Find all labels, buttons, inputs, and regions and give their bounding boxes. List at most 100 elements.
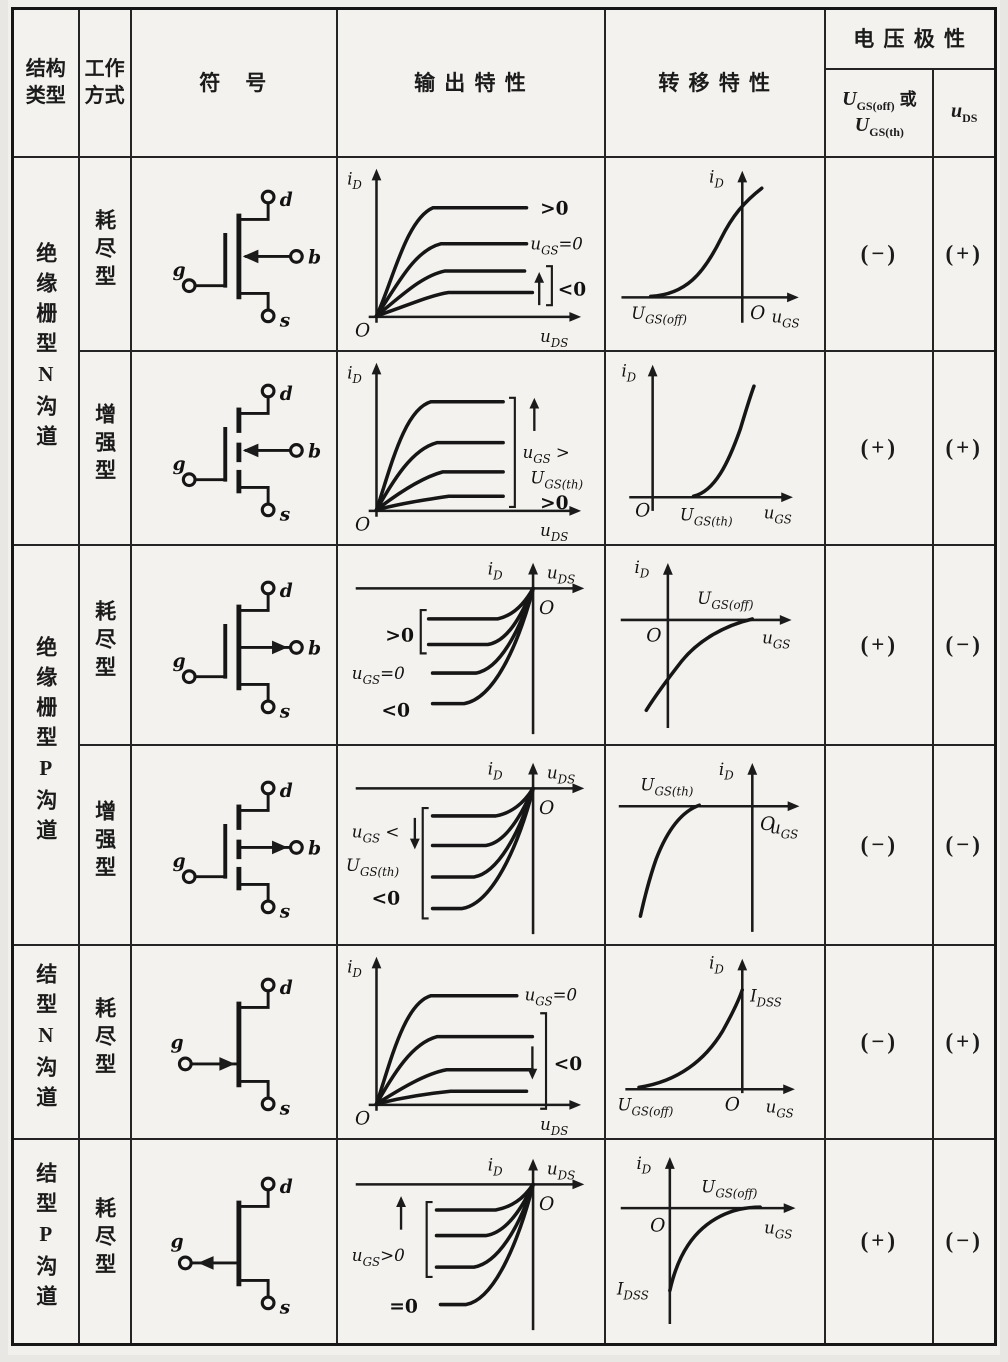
output-graph-nmos-enhancement: iD uDS O uGS > UGS(th) >0 [347, 362, 583, 543]
source-label: s [278, 1298, 290, 1319]
x-axis-label: uDS [540, 521, 568, 543]
header-transfer-characteristic: 转 移 特 性 [604, 7, 827, 158]
idss-label: IDSS [749, 986, 782, 1009]
mode-row4: 增强型 [77, 743, 132, 946]
header-structure-type: 结构 类型 [11, 7, 80, 158]
y-axis-label: iD [637, 1154, 652, 1177]
polarity-uds-row4: (−) [932, 743, 997, 946]
scanned-page: 结构 类型 工作 方式 符 号 输 出 特 性 转 移 特 性 电 压 极 性 UG… [8, 0, 1000, 1355]
threshold-voltage-label: UGS(th) [641, 775, 694, 798]
curve-label-ugsth: UGS(th) [346, 855, 400, 879]
cutoff-voltage-label: UGS(off) [631, 303, 687, 326]
origin-label: O [635, 500, 650, 521]
pmos-enhancement-symbol: g d s b [172, 780, 321, 922]
x-axis-label: uGS [764, 503, 792, 526]
gate-label: g [172, 259, 185, 280]
source-label: s [278, 701, 290, 722]
source-label: s [278, 901, 290, 922]
origin-label: O [539, 797, 554, 818]
drain-label: d [279, 383, 292, 404]
x-axis-label: uDS [547, 762, 575, 786]
polarity-ugsoff-row4: (−) [824, 743, 935, 946]
output-graph-jfet-n: iD uDS O uGS=0 <0 [347, 956, 582, 1137]
symbol-jfet-p: g d s [129, 1137, 338, 1346]
group-insulated-gate-p-channel: 绝缘栅型P沟道 [11, 543, 80, 946]
x-axis-label: uDS [547, 1159, 575, 1183]
gate-label: g [172, 453, 185, 474]
symbol-pmos-depletion: g d s b [129, 543, 338, 746]
y-axis-label: iD [347, 169, 362, 192]
polarity-uds-row1: (+) [932, 155, 997, 352]
origin-label: O [355, 1108, 370, 1129]
transfer-row6: iD O UGS(off) uGS IDSS [604, 1137, 827, 1346]
header-symbol: 符 号 [129, 7, 338, 158]
header-voltage-polarity: 电 压 极 性 [824, 7, 997, 70]
origin-label: O [760, 813, 775, 834]
output-row3: iD uDS O >0 uGS=0 <0 [335, 543, 607, 746]
origin-label: O [646, 625, 661, 646]
mode-row3: 耗尽型 [77, 543, 132, 746]
y-axis-label: iD [488, 758, 503, 782]
origin-label: O [539, 1194, 554, 1215]
symbol-jfet-n: g d s [129, 943, 338, 1140]
idss-label: IDSS [616, 1280, 649, 1303]
curve-label-ugs-gt: uGS > [523, 443, 570, 466]
nmos-enhancement-symbol: g d s b [172, 383, 321, 525]
origin-label: O [355, 514, 370, 535]
cutoff-voltage-label: UGS(off) [698, 589, 755, 612]
body-arrow-outward [271, 640, 288, 654]
output-row2: iD uDS O uGS > UGS(th) >0 [335, 349, 607, 546]
output-row5: iD uDS O uGS=0 <0 [335, 943, 607, 1140]
source-label: s [278, 310, 290, 331]
curve-label-eq0: =0 [389, 1296, 418, 1318]
curve-label-ugs0: uGS=0 [352, 662, 405, 686]
transfer-row1: iD UGS(off) O uGS [604, 155, 827, 352]
origin-label: O [650, 1216, 665, 1237]
mode-row6: 耗尽型 [77, 1137, 132, 1346]
body-label: b [308, 838, 321, 859]
transfer-row2: iD O UGS(th) uGS [604, 349, 827, 546]
origin-label: O [750, 302, 765, 323]
group-insulated-gate-n-channel: 绝缘栅型N沟道 [11, 155, 80, 546]
cutoff-voltage-label: UGS(off) [701, 1178, 758, 1201]
fet-characteristics-table: 结构 类型 工作 方式 符 号 输 出 特 性 转 移 特 性 电 压 极 性 UG… [11, 7, 997, 1346]
mode-row5: 耗尽型 [77, 943, 132, 1140]
transfer-graph-jfet-p: iD O UGS(off) uGS IDSS [616, 1154, 796, 1325]
polarity-uds-row6: (−) [932, 1137, 997, 1346]
group-junction-n-channel: 结型N沟道 [11, 943, 80, 1140]
gate-label: g [170, 1232, 183, 1253]
y-axis-label: iD [635, 557, 650, 580]
gate-label: g [172, 650, 185, 671]
transfer-row4: iD O UGS(th) uGS [604, 743, 827, 946]
body-arrow-outward [271, 840, 288, 854]
curve-label-lt0: <0 [558, 279, 586, 300]
output-graph-pmos-enhancement: iD uDS O uGS < UGS(th) <0 [346, 758, 585, 934]
x-axis-label: uGS [766, 1097, 794, 1120]
polarity-ugsoff-row3: (+) [824, 543, 935, 746]
curve-label-ugsth: UGS(th) [530, 468, 583, 491]
curve-label-gt0: >0 [540, 492, 568, 513]
jfet-p-symbol: g d s [170, 1176, 292, 1319]
threshold-voltage-label: UGS(th) [680, 505, 733, 528]
header-uds: uDS [932, 67, 997, 158]
gate-label: g [172, 850, 185, 871]
transfer-row3: iD O UGS(off) uGS [604, 543, 827, 746]
transfer-graph-jfet-n: iD IDSS UGS(off) O uGS [618, 953, 796, 1120]
symbol-pmos-enhancement: g d s b [129, 743, 338, 946]
drain-label: d [279, 580, 292, 601]
drain-label: d [279, 189, 292, 210]
curve-label-ugs0: uGS=0 [525, 985, 577, 1008]
y-axis-label: iD [347, 957, 362, 980]
body-label: b [308, 638, 321, 659]
curve-label-ugs-gt0: uGS>0 [352, 1245, 405, 1269]
transfer-graph-pmos-enhancement: iD O UGS(th) uGS [618, 759, 800, 932]
output-graph-pmos-depletion: iD uDS O >0 uGS=0 <0 [352, 558, 585, 734]
source-label: s [278, 504, 290, 525]
curve-label-lt0: <0 [554, 1053, 582, 1074]
y-axis-label: iD [347, 363, 362, 386]
polarity-ugsoff-row6: (+) [824, 1137, 935, 1346]
header-working-mode: 工作 方式 [77, 7, 132, 158]
origin-label: O [355, 320, 370, 341]
x-axis-label: uGS [764, 1219, 792, 1242]
drain-label: d [279, 1177, 292, 1198]
